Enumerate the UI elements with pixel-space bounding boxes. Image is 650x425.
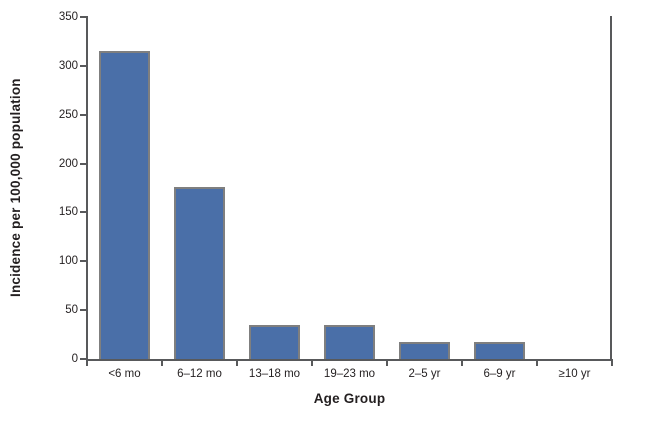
y-tick-label-150: 150 [58, 206, 78, 218]
y-tick-label-350: 350 [58, 11, 78, 23]
bar-5 [399, 342, 450, 359]
bar-slot-3 [237, 17, 312, 359]
y-tick-mark-50 [80, 309, 86, 311]
y-tick-mark-200 [80, 163, 86, 165]
bar-2 [174, 187, 225, 359]
x-tick-label-1: <6 mo [108, 368, 141, 380]
y-tick-label-250: 250 [58, 109, 78, 121]
y-tick-mark-350 [80, 16, 86, 18]
y-axis-line [86, 16, 88, 361]
bar-4 [324, 325, 375, 359]
x-tick-mark-0 [86, 359, 88, 366]
bar-slot-4 [312, 17, 387, 359]
bar-3 [249, 325, 300, 359]
y-tick-label-0: 0 [71, 353, 78, 365]
x-tick-mark-4 [386, 359, 388, 366]
x-tick-mark-6 [536, 359, 538, 366]
x-tick-mark-3 [311, 359, 313, 366]
bar-slot-5 [387, 17, 462, 359]
x-tick-label-2: 6–12 mo [177, 368, 222, 380]
y-tick-mark-100 [80, 260, 86, 262]
x-tick-mark-1 [161, 359, 163, 366]
bar-slot-7 [537, 17, 612, 359]
x-axis-line [86, 359, 612, 361]
x-tick-mark-5 [461, 359, 463, 366]
x-axis-labels: <6 mo 6–12 mo 13–18 mo 19–23 mo 2–5 yr 6–9 yr… [87, 367, 612, 381]
x-axis-title: Age Group [313, 391, 386, 406]
y-tick-label-200: 200 [58, 158, 78, 170]
right-frame-line [610, 16, 612, 361]
x-tick-mark-7 [611, 359, 613, 366]
x-tick-mark-2 [236, 359, 238, 366]
bar-slot-2 [162, 17, 237, 359]
y-tick-label-50: 50 [65, 304, 78, 316]
y-axis-title: Incidence per 100,000 population [8, 78, 23, 298]
x-tick-label-6: 6–9 yr [483, 368, 516, 380]
y-tick-mark-0 [80, 358, 86, 360]
bar-slot-6 [462, 17, 537, 359]
y-tick-mark-300 [80, 65, 86, 67]
y-tick-mark-150 [80, 211, 86, 213]
y-tick-label-300: 300 [58, 60, 78, 72]
x-tick-label-4: 19–23 mo [323, 368, 376, 380]
bar-1 [99, 51, 150, 359]
bars-container [87, 17, 612, 359]
x-tick-label-3: 13–18 mo [248, 368, 301, 380]
y-tick-mark-250 [80, 114, 86, 116]
x-tick-label-7: ≥10 yr [558, 368, 591, 380]
x-tick-label-5: 2–5 yr [408, 368, 441, 380]
y-tick-label-100: 100 [58, 255, 78, 267]
bar-6 [474, 342, 525, 359]
bar-slot-1 [87, 17, 162, 359]
